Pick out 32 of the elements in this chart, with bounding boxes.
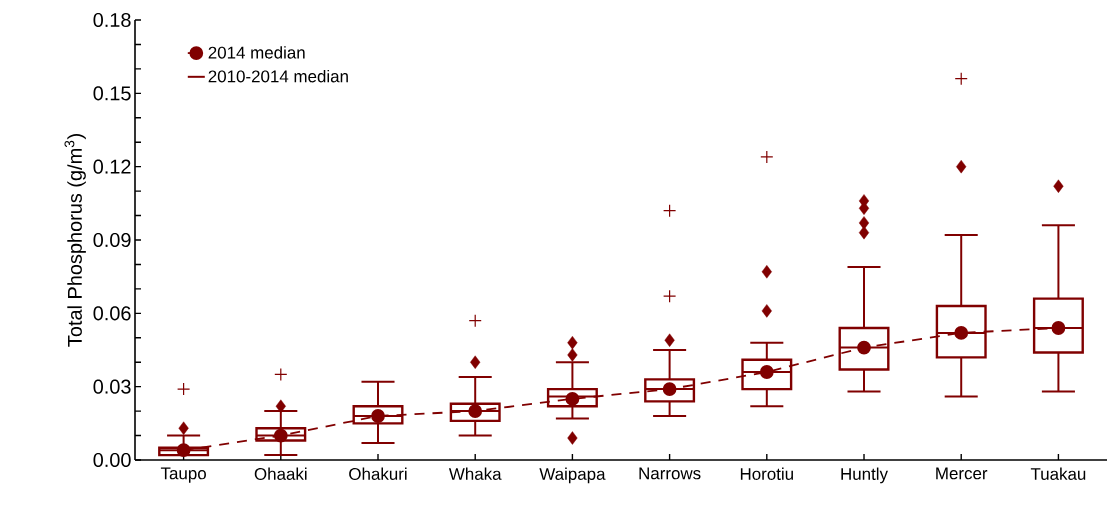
point: [274, 367, 288, 382]
x-tick-label: Horotiu: [740, 467, 793, 480]
point: [954, 325, 969, 340]
y-axis-title: Total Phosphorus (g/m$^{3}$): [64, 134, 86, 347]
point: [177, 382, 191, 396]
y-tick-label: 0.06: [93, 306, 131, 321]
x-tick-label: Mercer: [936, 467, 988, 480]
x-tick-label: Tuakau: [1030, 467, 1086, 480]
x-tick-label: Ohakuri: [349, 467, 407, 480]
point: [857, 340, 871, 355]
y-tick-label: 0.03: [93, 379, 131, 394]
point: [468, 404, 483, 419]
point: [1051, 321, 1066, 335]
y-tick-label: 0.00: [93, 452, 131, 468]
y-tick-label: 0.15: [93, 86, 131, 101]
point: [273, 428, 288, 443]
legend-label: 2010-2014 median: [208, 69, 348, 83]
x-tick-label: Whaka: [448, 467, 502, 480]
point: [176, 443, 191, 458]
x-tick-label: Waipapa: [539, 467, 606, 484]
x-tick-label: Narrows: [639, 467, 701, 480]
x-tick-label: Ohaaki: [254, 467, 307, 480]
legend-label: 2014 median: [208, 46, 305, 59]
y-tick-label: 0.09: [93, 232, 131, 248]
point: [565, 391, 580, 406]
y-tick-label: 0.18: [93, 12, 131, 28]
x-tick-label: Taupo: [160, 467, 206, 483]
point: [371, 409, 385, 423]
point: [662, 382, 677, 397]
point: [759, 365, 774, 379]
x-tick-label: Huntly: [841, 467, 888, 484]
y-tick-label: 0.12: [93, 159, 131, 174]
